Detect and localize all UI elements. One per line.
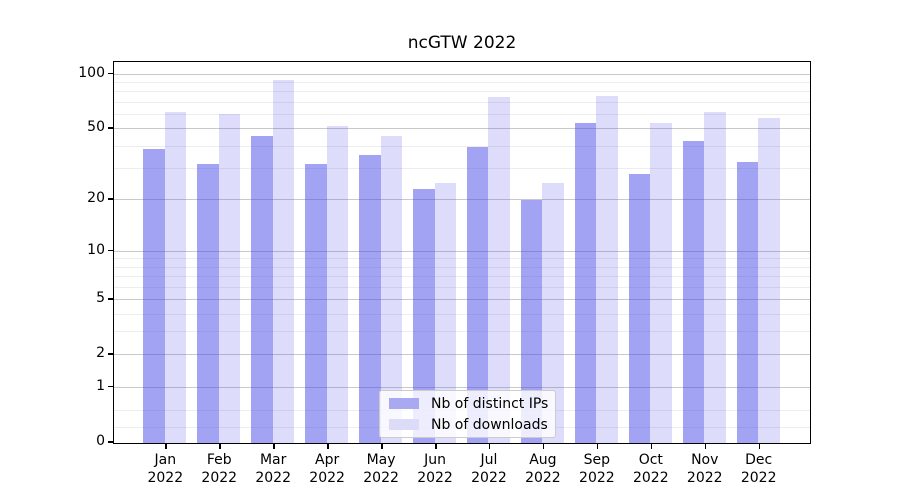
x-axis-label: Nov 2022	[686, 452, 723, 486]
bar-downloads	[380, 135, 403, 443]
x-axis-label: Jul 2022	[471, 452, 507, 486]
legend-label-downloads: Nb of downloads	[431, 416, 548, 433]
plot-area: Nb of distinct IPs Nb of downloads	[113, 61, 811, 444]
major-gridline	[114, 250, 810, 252]
major-gridline	[114, 386, 810, 388]
bar-downloads	[542, 183, 564, 443]
y-axis-tick-mark	[108, 353, 113, 355]
minor-gridline	[114, 113, 810, 115]
x-axis-tick-mark	[542, 444, 545, 449]
bar-distinct-ips	[197, 164, 219, 443]
minor-gridline	[114, 91, 810, 93]
bar-distinct-ips	[736, 161, 759, 443]
y-axis-tick-mark	[108, 127, 113, 129]
x-axis-label: May 2022	[363, 452, 399, 486]
y-axis-tick-label: 100	[78, 64, 105, 81]
y-axis-tick-mark	[108, 198, 113, 200]
x-axis-label: Aug 2022	[525, 452, 561, 486]
y-axis-tick-mark	[108, 385, 113, 388]
y-axis-tick-label: 20	[87, 190, 105, 207]
minor-gridline	[114, 82, 810, 84]
y-axis-tick-label: 5	[96, 290, 105, 307]
y-axis-tick-label: 10	[87, 241, 105, 258]
legend-item-downloads: Nb of downloads	[389, 417, 555, 433]
bar-distinct-ips	[143, 148, 165, 443]
x-axis-tick-mark	[435, 444, 437, 449]
chart-title: ncGTW 2022	[407, 33, 517, 53]
minor-gridline	[114, 258, 810, 260]
bar-downloads	[326, 126, 349, 443]
legend-swatch-distinct-ips	[389, 398, 419, 409]
x-axis-label: Dec 2022	[740, 452, 777, 486]
bar-downloads	[488, 97, 510, 443]
legend-label-distinct-ips: Nb of distinct IPs	[431, 395, 549, 412]
minor-gridline	[114, 331, 810, 333]
bar-downloads	[272, 80, 295, 443]
legend-item-distinct-ips: Nb of distinct IPs	[389, 396, 555, 412]
x-axis-tick-mark	[165, 444, 167, 449]
minor-gridline	[114, 167, 810, 169]
x-axis-tick-mark	[650, 444, 653, 449]
bar-distinct-ips	[520, 200, 543, 443]
bar-distinct-ips	[466, 146, 489, 443]
major-gridline	[114, 299, 810, 301]
x-axis-tick-mark	[758, 444, 761, 449]
bar-downloads	[434, 183, 457, 443]
minor-gridline	[114, 266, 810, 268]
x-axis-tick-mark	[381, 444, 383, 449]
y-axis-tick-label: 1	[96, 377, 105, 394]
x-axis-label: Feb 2022	[201, 452, 238, 486]
bar-downloads	[596, 96, 618, 443]
major-gridline	[114, 128, 810, 130]
minor-gridline	[114, 276, 810, 278]
major-gridline	[114, 354, 810, 356]
y-axis-tick-label: 50	[87, 119, 105, 136]
minor-gridline	[114, 145, 810, 147]
y-axis-tick-mark	[108, 298, 113, 300]
legend: Nb of distinct IPs Nb of downloads	[379, 390, 556, 438]
x-axis-label: Sep 2022	[579, 452, 615, 486]
x-axis-label: Mar 2022	[255, 452, 291, 486]
bar-distinct-ips	[574, 123, 597, 443]
legend-swatch-downloads	[389, 419, 419, 430]
x-axis-label: Jan 2022	[147, 452, 184, 486]
bar-downloads	[164, 112, 187, 443]
major-gridline	[114, 73, 810, 75]
x-axis-label: Apr 2022	[309, 452, 345, 486]
minor-gridline	[114, 101, 810, 103]
y-axis-tick-mark	[108, 72, 113, 75]
bar-distinct-ips	[413, 189, 435, 443]
bar-distinct-ips	[682, 141, 705, 443]
x-axis-tick-mark	[219, 444, 221, 449]
minor-gridline	[114, 313, 810, 315]
x-axis-tick-mark	[273, 444, 275, 449]
bar-downloads	[758, 117, 780, 443]
x-axis-label: Jun 2022	[417, 452, 453, 486]
y-axis-tick-label: 2	[96, 345, 105, 362]
bar-downloads	[704, 112, 726, 443]
y-axis-tick-mark	[108, 441, 113, 443]
bar-downloads	[650, 123, 672, 443]
y-axis-tick-mark	[108, 249, 113, 252]
y-axis-tick-label: 0	[96, 433, 105, 449]
x-axis-tick-mark	[704, 444, 707, 449]
minor-gridline	[114, 286, 810, 288]
bar-distinct-ips	[359, 154, 381, 443]
x-axis-tick-mark	[596, 444, 599, 449]
bar-distinct-ips	[628, 174, 651, 443]
x-axis-tick-mark	[327, 444, 329, 449]
bar-distinct-ips	[305, 164, 327, 443]
major-gridline	[114, 199, 810, 201]
x-axis-tick-mark	[488, 444, 491, 449]
bar-distinct-ips	[251, 135, 273, 443]
x-axis-label: Oct 2022	[632, 452, 669, 486]
bar-downloads	[218, 113, 241, 443]
